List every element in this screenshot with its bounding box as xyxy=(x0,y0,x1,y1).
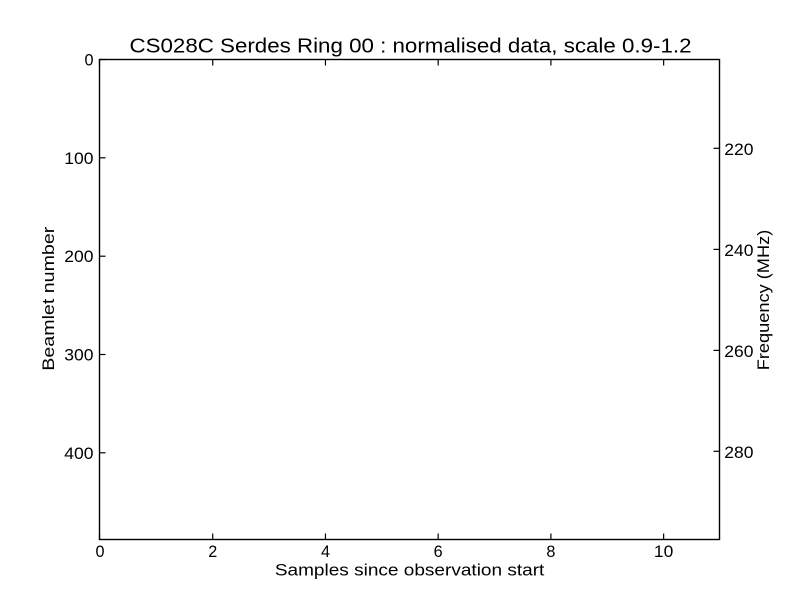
svg-text:200: 200 xyxy=(64,248,93,266)
svg-text:300: 300 xyxy=(64,347,93,365)
svg-text:4: 4 xyxy=(321,543,330,561)
svg-text:Samples since observation star: Samples since observation start xyxy=(275,560,545,579)
svg-text:0: 0 xyxy=(95,543,104,561)
svg-text:6: 6 xyxy=(434,543,443,561)
svg-text:8: 8 xyxy=(546,543,555,561)
svg-text:260: 260 xyxy=(724,343,753,361)
svg-text:400: 400 xyxy=(64,445,93,463)
svg-text:240: 240 xyxy=(724,242,753,260)
svg-text:280: 280 xyxy=(724,444,753,462)
svg-text:2: 2 xyxy=(208,543,217,561)
svg-text:100: 100 xyxy=(64,150,93,168)
svg-text:0: 0 xyxy=(84,52,93,70)
svg-text:Beamlet number: Beamlet number xyxy=(39,226,58,371)
svg-text:220: 220 xyxy=(724,141,753,159)
svg-text:10: 10 xyxy=(654,543,673,561)
svg-text:CS028C Serdes Ring 00 : normal: CS028C Serdes Ring 00 : normalised data,… xyxy=(130,36,692,58)
svg-text:Frequency (MHz): Frequency (MHz) xyxy=(754,230,773,371)
